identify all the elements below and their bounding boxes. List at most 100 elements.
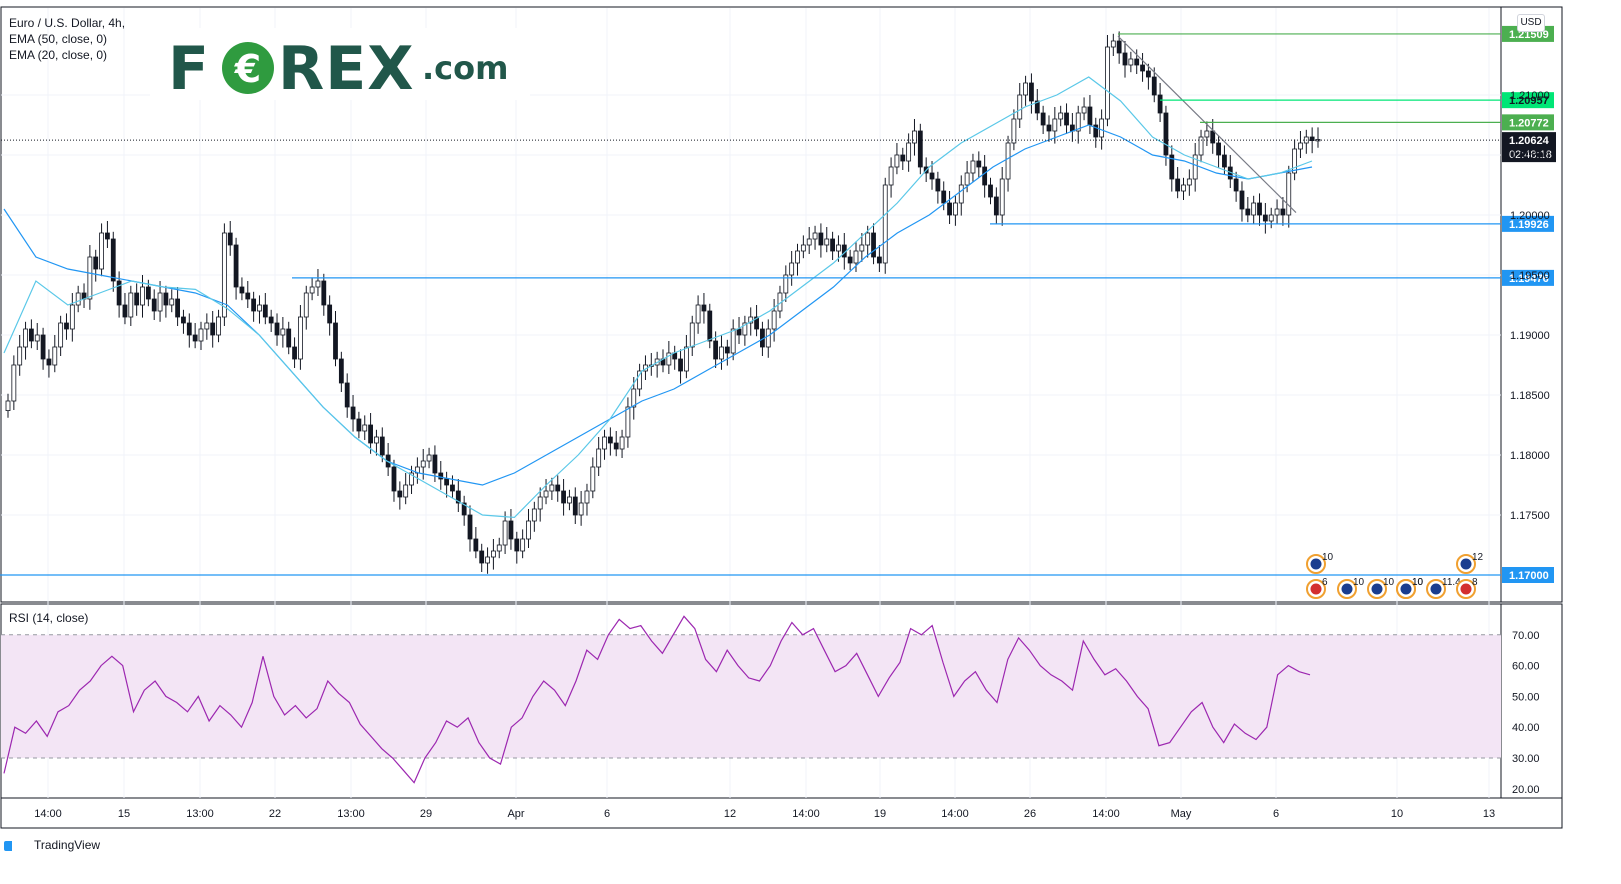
candle (1280, 208, 1286, 216)
rsi-line (3, 615, 1311, 784)
candle (444, 478, 450, 486)
candle (1274, 208, 1280, 216)
ema20-legend[interactable]: EMA (20, close, 0) (9, 48, 108, 62)
candle (666, 352, 672, 366)
candle (450, 484, 455, 492)
time-tick-label: 19 (874, 808, 886, 820)
candle (876, 256, 882, 264)
candle (151, 298, 157, 312)
price-pane[interactable] (0, 6, 1502, 603)
candle (1005, 142, 1011, 180)
candle (707, 310, 713, 342)
candle (1034, 100, 1040, 114)
candle (631, 388, 637, 408)
candle (724, 346, 730, 354)
event-marker-label: 12 (1472, 552, 1484, 563)
candle (239, 286, 245, 294)
candle (257, 304, 262, 312)
candle (1122, 52, 1128, 66)
candle (555, 484, 561, 492)
candle (1151, 76, 1157, 96)
last-price-label: 1.20624 (1509, 135, 1550, 147)
candle (140, 286, 145, 306)
candle (964, 172, 970, 186)
candle (192, 334, 198, 342)
candle (531, 508, 537, 522)
candle (1105, 46, 1110, 120)
rsi-tick-label: 70.00 (1512, 630, 1540, 642)
legend: Euro / U.S. Dollar, 4h, EMA (50, close, … (9, 15, 125, 63)
level-tag (1502, 114, 1554, 131)
flag-icon (1460, 558, 1472, 570)
level-tag-label: 1.20772 (1509, 117, 1549, 129)
candle (420, 460, 426, 468)
symbol-title[interactable]: Euro / U.S. Dollar, 4h, (9, 16, 126, 30)
candle (882, 184, 888, 264)
candle (262, 304, 268, 318)
rsi-tick-label: 50.00 (1512, 691, 1540, 703)
candle (1029, 82, 1034, 102)
time-tick-label: May (1171, 808, 1192, 820)
candle (1099, 118, 1105, 138)
candle (5, 400, 11, 411)
rsi-tick-label: 30.00 (1512, 753, 1540, 765)
candle (999, 178, 1005, 216)
candle (315, 280, 321, 288)
axis-labels: 1.17500 1.18000 1.18500 1.19000 1.19500 1.200… (34, 90, 1550, 820)
candle (1110, 40, 1116, 48)
price-tick-label: 1.20500 (1510, 150, 1550, 162)
time-tick-label: 14:00 (1092, 808, 1120, 820)
candle (853, 250, 859, 264)
rsi-plot (1, 615, 1501, 784)
candle (1245, 208, 1251, 216)
candle (1163, 112, 1169, 156)
candle (1040, 112, 1046, 126)
candle (52, 346, 58, 366)
candle (303, 292, 309, 318)
candle (941, 190, 947, 204)
candle (607, 436, 613, 444)
time-axis[interactable] (0, 797, 1563, 829)
tradingview-logo[interactable]: TradingView (4, 838, 100, 852)
candle (461, 502, 467, 516)
price-tick-label: 1.21000 (1510, 90, 1550, 102)
candle (567, 496, 572, 504)
candle (251, 298, 257, 312)
ema50-legend[interactable]: EMA (50, close, 0) (9, 32, 108, 46)
currency-badge[interactable]: USD (1517, 14, 1545, 32)
candle (11, 364, 17, 402)
time-tick-label: 15 (118, 808, 130, 820)
candle (520, 538, 526, 552)
candle (1134, 58, 1140, 66)
candle (637, 370, 643, 390)
price-levels: 1.215091.209571.207721.199261.194761.170… (0, 25, 1556, 583)
level-tag (1502, 567, 1554, 583)
rsi-axis[interactable] (1500, 603, 1563, 799)
candle (368, 424, 373, 444)
candle (473, 538, 479, 552)
candle (268, 316, 274, 324)
candle (28, 328, 34, 342)
rsi-legend[interactable]: RSI (14, close) (9, 611, 89, 625)
candle (438, 472, 444, 480)
event-marker-label: 10 (1353, 577, 1365, 588)
candle (1251, 202, 1257, 216)
rsi-band (1, 634, 1501, 758)
candle (227, 232, 233, 246)
candle (736, 328, 742, 336)
candle (730, 328, 736, 354)
candle (350, 406, 356, 420)
level-tag (1502, 92, 1554, 109)
candle (198, 328, 204, 342)
candle (1046, 124, 1052, 132)
candle (245, 292, 251, 300)
candle (953, 202, 958, 216)
candle (298, 316, 303, 360)
candle (145, 286, 151, 300)
candle (467, 514, 473, 540)
candle (572, 496, 578, 516)
time-tick-label: 13:00 (337, 808, 365, 820)
candle (1268, 214, 1274, 222)
candle (1017, 94, 1023, 120)
last-price-tag (1502, 132, 1556, 163)
